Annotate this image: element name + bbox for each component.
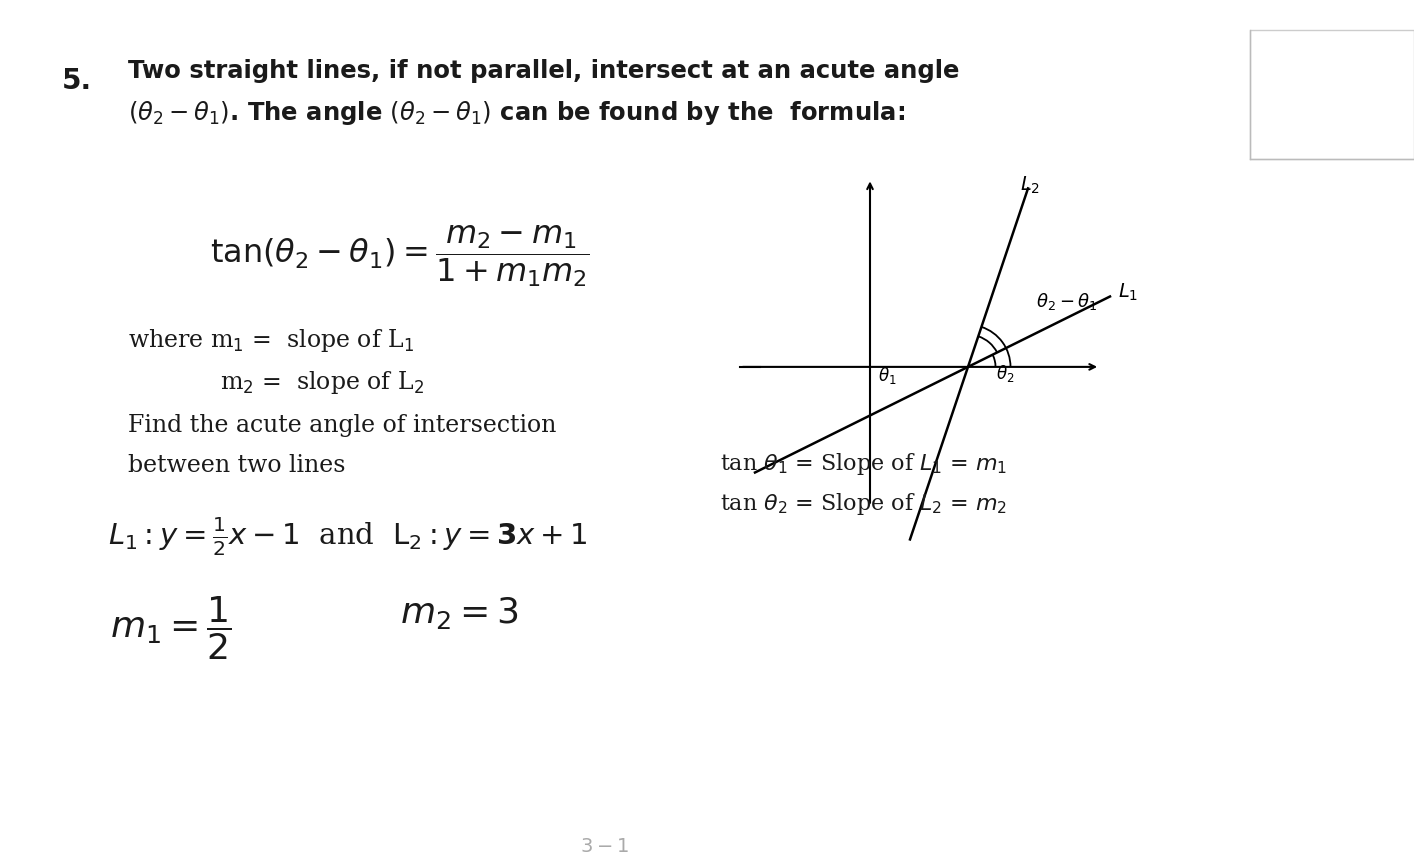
Text: 5.: 5. <box>62 67 92 95</box>
Text: where m$_1$ =  slope of L$_1$: where m$_1$ = slope of L$_1$ <box>129 327 414 354</box>
Text: $L_1$: $L_1$ <box>1118 282 1138 303</box>
Text: Two straight lines, if not parallel, intersect at an acute angle: Two straight lines, if not parallel, int… <box>129 59 959 83</box>
Text: tan $\theta_2$ = Slope of $L_2$ = $m_2$: tan $\theta_2$ = Slope of $L_2$ = $m_2$ <box>720 490 1007 517</box>
Text: $m_2 = 3$: $m_2 = 3$ <box>400 595 519 631</box>
Text: $L_2$: $L_2$ <box>1019 175 1041 197</box>
Text: $3 - 1$: $3 - 1$ <box>580 838 629 856</box>
Text: between two lines: between two lines <box>129 454 345 477</box>
Text: $(\theta_2 - \theta_1)$. The angle $(\theta_2 - \theta_1)$ can be found by the  : $(\theta_2 - \theta_1)$. The angle $(\th… <box>129 99 905 127</box>
Text: $\tan(\theta_2 - \theta_1) = \dfrac{m_2 - m_1}{1 + m_1 m_2}$: $\tan(\theta_2 - \theta_1) = \dfrac{m_2 … <box>211 223 590 289</box>
Text: m$_2$ =  slope of L$_2$: m$_2$ = slope of L$_2$ <box>221 369 424 396</box>
Text: Find the acute angle of intersection: Find the acute angle of intersection <box>129 415 556 437</box>
Bar <box>1250 30 1414 159</box>
Text: $L_1 : y = \frac{1}{2}x - 1$  and  $\mathrm{L}_2 : y = \mathbf{3}x + 1$: $L_1 : y = \frac{1}{2}x - 1$ and $\mathr… <box>107 515 588 558</box>
Text: $\theta_1$: $\theta_1$ <box>878 365 896 386</box>
Text: $m_1 = \dfrac{1}{2}$: $m_1 = \dfrac{1}{2}$ <box>110 595 232 662</box>
Text: tan $\theta_1$ = Slope of $L_1$ = $m_1$: tan $\theta_1$ = Slope of $L_1$ = $m_1$ <box>720 451 1007 478</box>
Text: $\theta_2$: $\theta_2$ <box>995 362 1014 384</box>
Text: $\theta_2 - \theta_1$: $\theta_2 - \theta_1$ <box>1036 291 1097 313</box>
